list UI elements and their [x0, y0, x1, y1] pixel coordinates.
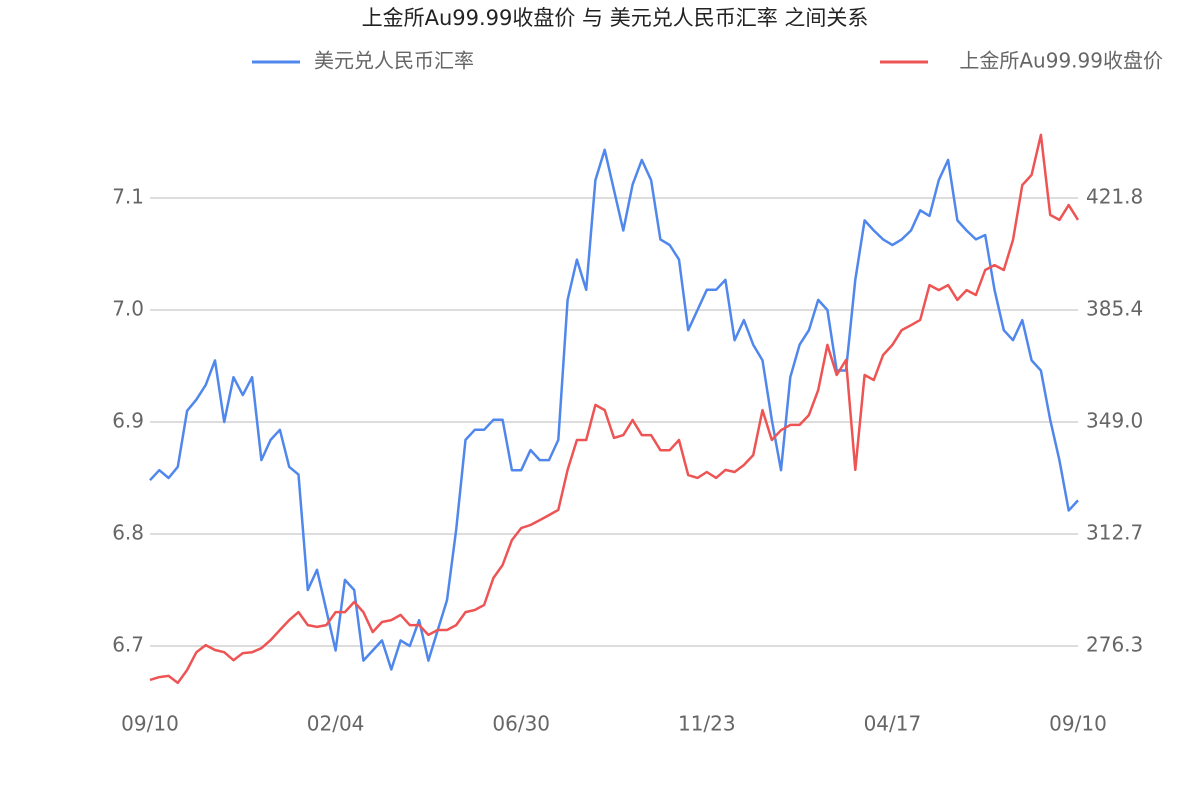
- y-tick-label: 6.8: [112, 521, 144, 545]
- x-tick-label: 11/23: [678, 712, 736, 736]
- y2-tick-label: 276.3: [1086, 633, 1143, 657]
- y-tick-label: 7.0: [112, 297, 144, 321]
- y-tick-label: 7.1: [112, 185, 144, 209]
- legend-label: 美元兑人民币汇率: [314, 49, 474, 73]
- x-tick-label: 09/10: [1049, 712, 1107, 736]
- series-line: [149, 133, 1080, 685]
- chart-title: 上金所Au99.99收盘价 与 美元兑人民币汇率 之间关系: [362, 6, 869, 30]
- y2-tick-label: 421.8: [1086, 185, 1143, 209]
- x-tick-label: 04/17: [864, 712, 922, 736]
- legend-label: 上金所Au99.99收盘价: [959, 49, 1163, 73]
- x-tick-label: 06/30: [492, 712, 550, 736]
- x-tick-label: 09/10: [121, 712, 179, 736]
- y2-tick-label: 312.7: [1086, 520, 1143, 544]
- y2-tick-label: 349.0: [1086, 409, 1143, 433]
- series-line: [149, 148, 1079, 671]
- x-tick-label: 02/04: [307, 712, 365, 736]
- y2-tick-label: 385.4: [1086, 297, 1143, 321]
- y-tick-label: 6.7: [112, 633, 144, 657]
- y-tick-label: 6.9: [112, 409, 144, 433]
